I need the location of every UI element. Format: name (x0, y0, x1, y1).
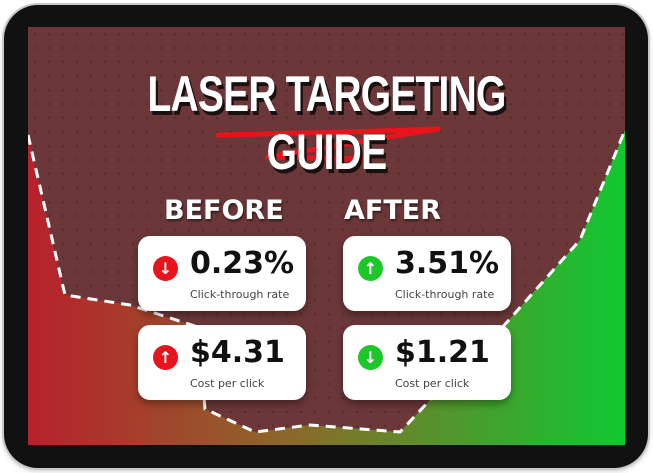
after-ctr-card: ↑ 3.51% Click-through rate (343, 236, 511, 311)
arrow-down-icon: ↓ (358, 345, 383, 370)
before-ctr-card: ↓ 0.23% Click-through rate (138, 236, 306, 311)
metric-value: $4.31 (190, 335, 285, 370)
arrow-up-icon: ↑ (358, 256, 383, 281)
metric-value: 0.23% (190, 246, 295, 281)
tablet-frame: LASER TARGETING GUIDE BEFORE AFTER ↓ 0.2… (4, 5, 648, 468)
arrow-up-icon: ↑ (153, 345, 178, 370)
red-underline-scribble (215, 126, 441, 162)
tablet-screen: LASER TARGETING GUIDE BEFORE AFTER ↓ 0.2… (28, 27, 625, 445)
after-cpc-card: ↓ $1.21 Cost per click (343, 325, 511, 400)
after-heading: AFTER (344, 195, 441, 226)
metric-label: Cost per click (395, 377, 470, 390)
metric-label: Cost per click (190, 377, 265, 390)
metric-value: 3.51% (395, 246, 500, 281)
page-title: LASER TARGETING GUIDE (147, 66, 506, 180)
before-cpc-card: ↑ $4.31 Cost per click (138, 325, 306, 400)
metric-label: Click-through rate (395, 288, 495, 301)
before-heading: BEFORE (164, 195, 284, 226)
metric-label: Click-through rate (190, 288, 290, 301)
metric-value: $1.21 (395, 335, 490, 370)
arrow-down-icon: ↓ (153, 256, 178, 281)
